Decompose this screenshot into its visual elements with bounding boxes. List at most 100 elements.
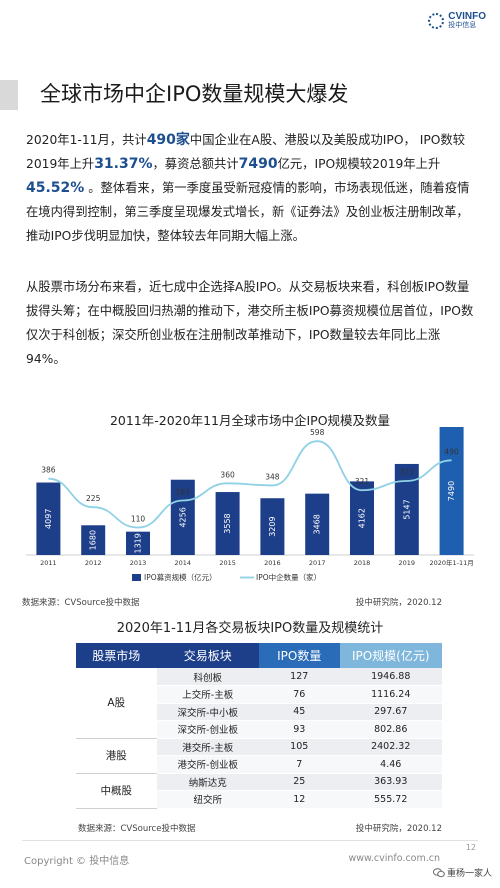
count-cell: 25 bbox=[258, 773, 340, 791]
market-cell: A股 bbox=[76, 668, 157, 739]
board-cell: 港交所-主板 bbox=[156, 738, 259, 756]
page-title: 全球市场中企IPO数量规模大爆发 bbox=[40, 82, 349, 106]
line-value-label: 386 bbox=[41, 466, 56, 475]
table-row: 中概股 纳斯达克 25 363.93 bbox=[76, 773, 442, 809]
line-value-label: 490 bbox=[444, 447, 459, 456]
table-row: 港交所-创业板 7 4.46 bbox=[76, 755, 442, 774]
legend-bar-label: IPO募资规模（亿元） bbox=[144, 572, 217, 582]
bar-value-label: 4256 bbox=[178, 507, 187, 527]
board-cell: 科创板 bbox=[156, 668, 259, 686]
table-row: 纽交所 12 555.72 bbox=[76, 790, 442, 809]
x-tick-label: 2011 bbox=[40, 559, 57, 567]
intro-paragraph: 2020年1-11月，共计490家中国企业在A股、港股以及美股成功IPO， IP… bbox=[26, 132, 470, 243]
line-value-label: 263 bbox=[176, 487, 191, 496]
footer-divider bbox=[22, 840, 478, 841]
count-cell: 76 bbox=[258, 685, 340, 704]
count-cell: 127 bbox=[258, 668, 340, 686]
count-cell: 45 bbox=[258, 703, 340, 721]
x-tick-label: 2012 bbox=[85, 559, 102, 567]
scale-cell: 363.93 bbox=[339, 773, 442, 791]
highlight-count: 490家 bbox=[146, 132, 190, 148]
scale-cell: 2402.32 bbox=[339, 738, 442, 756]
market-cell: 中概股 bbox=[76, 773, 157, 809]
logo-cn: 投中信息 bbox=[448, 21, 477, 29]
scale-cell: 297.67 bbox=[339, 703, 442, 721]
table-header-row: 股票市场 交易板块 IPO数量 IPO规模(亿元) bbox=[76, 643, 442, 668]
bar-value-label: 3468 bbox=[313, 514, 322, 534]
line-value-label: 321 bbox=[355, 477, 370, 486]
website: www.cvinfo.com.cn bbox=[348, 853, 440, 864]
line-value-label: 110 bbox=[131, 515, 146, 524]
bar-value-label: 4162 bbox=[358, 508, 367, 528]
count-cell: 93 bbox=[258, 720, 340, 739]
bar bbox=[170, 479, 195, 555]
table-header-cell: IPO数量 bbox=[258, 643, 340, 668]
x-tick-label: 2017 bbox=[309, 559, 326, 567]
board-cell: 上交所-主板 bbox=[156, 685, 259, 704]
bar bbox=[439, 427, 464, 555]
bar-value-label: 1319 bbox=[134, 533, 143, 553]
table-row: A股 科创板 127 1946.88 bbox=[76, 668, 442, 739]
scale-cell: 802.86 bbox=[339, 720, 442, 739]
bar bbox=[260, 498, 285, 555]
board-cell: 纳斯达克 bbox=[156, 773, 259, 791]
count-series-line bbox=[48, 440, 452, 529]
board-cell: 纽交所 bbox=[156, 790, 259, 809]
page-number: 12 bbox=[465, 843, 476, 852]
table-header-cell: 交易板块 bbox=[156, 643, 259, 668]
x-tick-label: 2019 bbox=[399, 559, 416, 567]
highlight-scale-growth: 45.52% bbox=[26, 180, 85, 196]
market-cell: 港股 bbox=[76, 738, 157, 774]
wechat-icon bbox=[432, 867, 445, 877]
ipo-combo-chart: 4097 2011 1680 2012 1319 2013 4256 2014 3558 2015… bbox=[26, 427, 474, 582]
bar bbox=[215, 492, 240, 555]
chart-source: 数据来源：CVSource投中数据 bbox=[22, 598, 140, 608]
wechat-watermark: 重杨一家人 bbox=[432, 866, 492, 879]
line-value-label: 360 bbox=[220, 470, 235, 479]
chart-title: 2011年-2020年11月全球市场中企IPO规模及数量 bbox=[109, 413, 391, 428]
table-source: 数据来源：CVSource投中数据 bbox=[78, 824, 196, 834]
table-header-cell: IPO规模(亿元) bbox=[339, 643, 442, 668]
bar-value-label: 7490 bbox=[447, 481, 456, 501]
x-tick-label: 2020年1-11月 bbox=[429, 558, 473, 567]
count-cell: 105 bbox=[258, 738, 340, 756]
bar-value-label: 1680 bbox=[89, 530, 98, 550]
x-tick-label: 2014 bbox=[175, 559, 192, 567]
x-tick-label: 2018 bbox=[354, 559, 371, 567]
bar-value-label: 3558 bbox=[223, 513, 232, 533]
market-paragraph: 从股票市场分布来看，近七成中企选择A股IPO。从交易板块来看，科创板IPO数量拔… bbox=[26, 280, 474, 366]
board-cell: 港交所-创业板 bbox=[156, 755, 259, 774]
scale-cell: 4.46 bbox=[339, 755, 442, 774]
highlight-count-growth: 31.37% bbox=[94, 156, 153, 172]
bar bbox=[126, 531, 150, 555]
bar-value-label: 3209 bbox=[268, 516, 277, 536]
x-tick-label: 2013 bbox=[130, 559, 147, 567]
table-row: 港股 港交所-主板 105 2402.32 bbox=[76, 738, 442, 774]
bar-value-label: 4097 bbox=[44, 509, 53, 529]
logo-icon bbox=[428, 13, 445, 29]
count-cell: 7 bbox=[258, 755, 340, 774]
x-tick-label: 2015 bbox=[219, 559, 236, 567]
table-row: 上交所-主板 76 1116.24 bbox=[76, 685, 442, 704]
bar-value-label: 5147 bbox=[402, 499, 411, 519]
chart-source-org: 投中研究院，2020.12 bbox=[355, 598, 442, 608]
legend-bar-swatch bbox=[132, 574, 141, 581]
x-tick-label: 2016 bbox=[264, 559, 281, 567]
ipo-board-table: 股票市场 交易板块 IPO数量 IPO规模(亿元) A股 科创板 127 1946.88 上交… bbox=[76, 643, 442, 809]
line-value-label: 373 bbox=[400, 468, 415, 477]
cvinfo-logo: CVINFO 投中信息 bbox=[428, 12, 486, 30]
logo-en: CVINFO bbox=[448, 11, 486, 22]
table-source-org: 投中研究院，2020.12 bbox=[355, 824, 442, 834]
scale-cell: 555.72 bbox=[339, 790, 442, 809]
board-cell: 深交所-创业板 bbox=[156, 720, 259, 739]
board-cell: 深交所-中小板 bbox=[156, 703, 259, 721]
scale-cell: 1116.24 bbox=[339, 685, 442, 704]
title-accent-bar bbox=[0, 80, 18, 110]
scale-cell: 1946.88 bbox=[339, 668, 442, 686]
line-value-label: 598 bbox=[310, 428, 325, 437]
copyright: Copyright © 投中信息 bbox=[24, 856, 130, 867]
highlight-amount: 7490 bbox=[238, 156, 278, 172]
bar bbox=[36, 482, 61, 555]
legend-line-label: IPO中企数量（家） bbox=[256, 572, 321, 582]
line-value-label: 225 bbox=[86, 494, 101, 503]
